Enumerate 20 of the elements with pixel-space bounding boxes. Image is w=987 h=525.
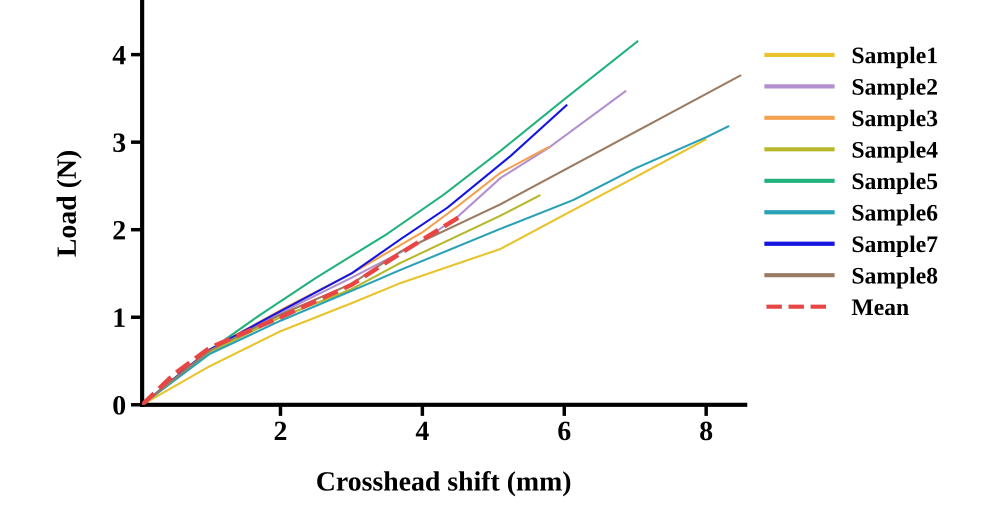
y-axis-title: Load (N) xyxy=(56,151,82,257)
legend-label: Sample1 xyxy=(852,46,937,68)
y-tick-label: 3 xyxy=(113,133,126,152)
legend-label: Sample4 xyxy=(852,141,938,163)
legend-label: Sample8 xyxy=(852,267,938,288)
x-tick-label: 6 xyxy=(558,422,570,440)
x-tick-label: 4 xyxy=(416,422,429,440)
y-tick-label: 4 xyxy=(112,46,126,64)
x-tick-label: 2 xyxy=(274,422,286,440)
legend-label: Mean xyxy=(852,299,909,316)
legend-label: Sample7 xyxy=(852,236,938,258)
legend-label: Sample3 xyxy=(852,110,938,132)
x-tick-label: 8 xyxy=(700,422,712,440)
legend-label: Sample6 xyxy=(852,204,938,226)
y-tick-label: 2 xyxy=(113,220,125,240)
x-axis-title: Crosshead shift (mm) xyxy=(317,470,570,496)
legend-label: Sample2 xyxy=(852,78,937,100)
y-tick-label: 1 xyxy=(114,308,125,327)
legend-label: Sample5 xyxy=(852,172,938,194)
y-tick-label: 0 xyxy=(113,396,126,415)
